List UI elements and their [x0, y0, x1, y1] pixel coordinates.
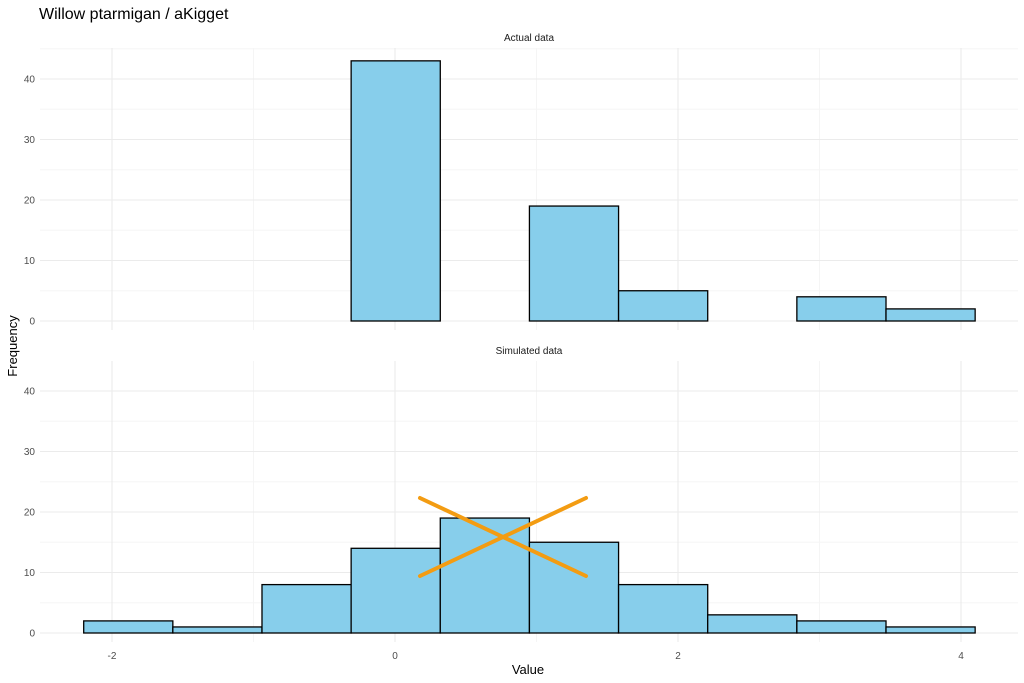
- facet-strip-label: Simulated data: [496, 346, 563, 357]
- histogram-bar: [83, 620, 174, 634]
- histogram-bar: [439, 517, 531, 634]
- histogram-bar: [707, 614, 798, 634]
- y-tick-label: 0: [29, 629, 35, 640]
- y-tick-label: 30: [24, 447, 36, 458]
- histogram-bar: [885, 308, 976, 322]
- y-tick-label: 40: [24, 75, 36, 86]
- y-tick-label: 10: [24, 568, 36, 579]
- y-tick-label: 30: [24, 135, 36, 146]
- y-axis-title: Frequency: [5, 315, 20, 377]
- x-tick-label: 2: [675, 651, 681, 662]
- histogram-bar: [796, 620, 887, 634]
- chart-title: Willow ptarmigan / aKigget: [39, 6, 229, 23]
- y-tick-label: 40: [24, 387, 36, 398]
- x-tick-label: 4: [958, 651, 964, 662]
- facet-strip-label: Actual data: [504, 33, 554, 44]
- cross-out-mark: [418, 496, 588, 578]
- y-tick-label: 20: [24, 508, 36, 519]
- x-tick-label: 0: [392, 651, 398, 662]
- histogram-bar: [172, 626, 263, 634]
- y-tick-label: 0: [29, 317, 35, 328]
- histogram-bar: [350, 547, 441, 634]
- histogram-bar: [261, 583, 352, 634]
- histogram-bar: [617, 583, 709, 634]
- y-tick-label: 20: [24, 196, 36, 207]
- x-axis-title: Value: [512, 662, 544, 677]
- cross-stroke: [418, 496, 588, 578]
- y-tick-label: 10: [24, 256, 36, 267]
- panel-2: Simulated data 0 10 20 30 40 -2 0 2 4: [24, 346, 1018, 662]
- x-tick-label: -2: [108, 651, 117, 662]
- panel-1: Actual data 0 10 20 30 40: [24, 33, 1018, 330]
- histogram-bar: [796, 296, 887, 322]
- histogram-bar: [885, 626, 976, 634]
- histogram-bar: [617, 290, 709, 322]
- histogram-bar: [528, 205, 620, 322]
- histogram-bar: [350, 60, 441, 322]
